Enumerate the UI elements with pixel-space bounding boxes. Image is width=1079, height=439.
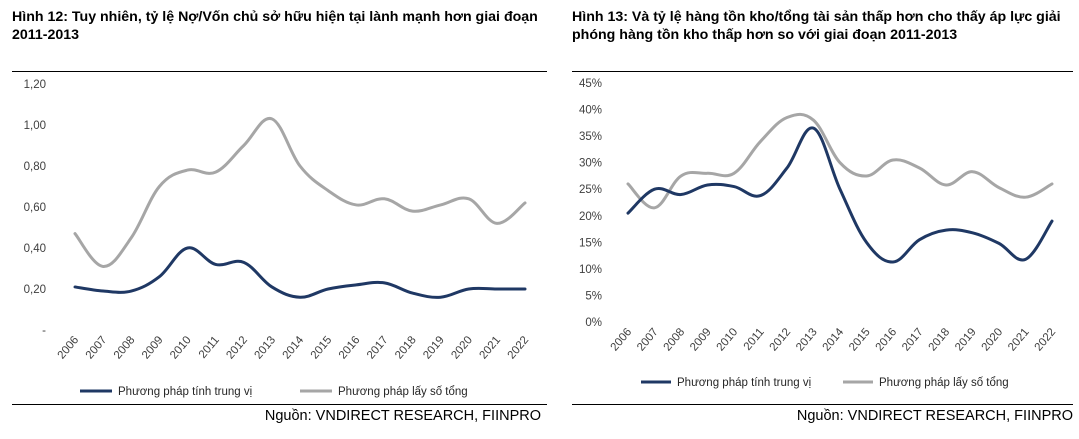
- x-tick-label: 2020: [449, 334, 475, 361]
- series-line-1: [73, 246, 527, 299]
- y-tick-label: 1,00: [24, 120, 46, 132]
- x-tick-label: 2021: [478, 334, 504, 361]
- series-line-2: [626, 112, 1054, 210]
- x-tick-label: 2013: [253, 334, 279, 361]
- x-tick-label: 2011: [197, 334, 222, 361]
- y-tick-label: 0%: [585, 317, 602, 329]
- y-tick-label: 30%: [579, 158, 602, 170]
- x-tick-label: 2014: [281, 334, 307, 362]
- right-line-chart: 0% 5% 10% 15% 20% 25% 30% 35% 40% 45% 2006 2007 2008…: [579, 78, 1059, 389]
- x-tick-label: 2020: [980, 326, 1006, 353]
- x-tick-label: 2022: [506, 334, 532, 361]
- x-tick-label: 2019: [421, 334, 447, 361]
- bottom-rule: [572, 404, 1073, 405]
- y-tick-label: 0,40: [24, 243, 46, 255]
- x-tick-label: 2013: [794, 326, 820, 353]
- x-tick-label: 2012: [224, 334, 250, 361]
- source-note: Nguồn: VNDIRECT RESEARCH, FIINPRO: [264, 408, 541, 424]
- x-tick-label: 2012: [768, 326, 794, 353]
- y-tick-label: 10%: [579, 264, 602, 276]
- legend-label-2: Phương pháp lấy số tổng: [338, 386, 468, 398]
- y-tick-label: 1,20: [24, 79, 46, 91]
- legend-label-2: Phương pháp lấy số tổng: [879, 377, 1009, 389]
- y-tick-label: 0,20: [24, 284, 46, 296]
- x-tick-label: 2016: [337, 334, 363, 361]
- x-tick-label: 2009: [688, 326, 714, 353]
- figure-title: Hình 13: Và tỷ lệ hàng tồn kho/tổng tài …: [572, 9, 1061, 43]
- x-tick-label: 2015: [847, 326, 873, 353]
- x-tick-label: 2007: [635, 326, 661, 353]
- legend-label-1: Phương pháp tính trung vị: [118, 386, 252, 398]
- x-tick-label: 2015: [309, 334, 335, 361]
- y-tick-label: 35%: [579, 131, 602, 143]
- y-tick-label: 25%: [579, 184, 602, 196]
- figure-title: Hình 12: Tuy nhiên, tỷ lệ Nợ/Vốn chủ sở …: [12, 9, 538, 43]
- right-figure-panel: Hình 13: Và tỷ lệ hàng tồn kho/tổng tài …: [568, 0, 1079, 439]
- x-tick-label: 2008: [112, 334, 138, 361]
- y-tick-label: 45%: [579, 78, 602, 90]
- source-note: Nguồn: VNDIRECT RESEARCH, FIINPRO: [796, 408, 1073, 424]
- x-tick-label: 2017: [900, 326, 926, 353]
- x-tick-label: 2009: [140, 334, 166, 361]
- x-tick-label: 2018: [927, 326, 953, 353]
- x-tick-label: 2011: [742, 326, 767, 353]
- top-rule: [572, 71, 1073, 72]
- left-figure-panel: Hình 12: Tuy nhiên, tỷ lệ Nợ/Vốn chủ sở …: [12, 9, 547, 424]
- legend-label-1: Phương pháp tính trung vị: [677, 377, 811, 389]
- x-tick-label: 2006: [56, 334, 82, 361]
- x-tick-label: 2006: [609, 326, 635, 353]
- top-rule: [12, 71, 547, 72]
- y-tick-label: 40%: [579, 105, 602, 117]
- y-tick-label: 0,80: [24, 161, 46, 173]
- x-tick-label: 2019: [953, 326, 979, 353]
- y-tick-label: 20%: [579, 211, 602, 223]
- x-tick-label: 2022: [1033, 326, 1059, 353]
- x-tick-label: 2016: [874, 326, 900, 353]
- bottom-rule: [12, 404, 547, 405]
- x-tick-label: 2017: [365, 334, 391, 361]
- y-tick-label: 5%: [585, 290, 602, 302]
- left-line-chart: - 0,20 0,40 0,60 0,80 1,00 1,20 2006 2007 2008 200…: [24, 79, 532, 398]
- x-tick-label: 2010: [168, 334, 194, 361]
- series-line-1: [626, 126, 1054, 264]
- x-tick-label: 2010: [715, 326, 741, 353]
- x-tick-label: 2014: [821, 326, 847, 354]
- x-tick-label: 2008: [662, 326, 688, 353]
- y-tick-label: 15%: [579, 237, 602, 249]
- x-tick-label: 2021: [1006, 326, 1032, 353]
- x-tick-label: 2007: [84, 334, 110, 361]
- y-tick-label: -: [42, 325, 46, 337]
- y-tick-label: 0,60: [24, 202, 46, 214]
- series-line-2: [73, 117, 527, 268]
- x-tick-label: 2018: [393, 334, 419, 361]
